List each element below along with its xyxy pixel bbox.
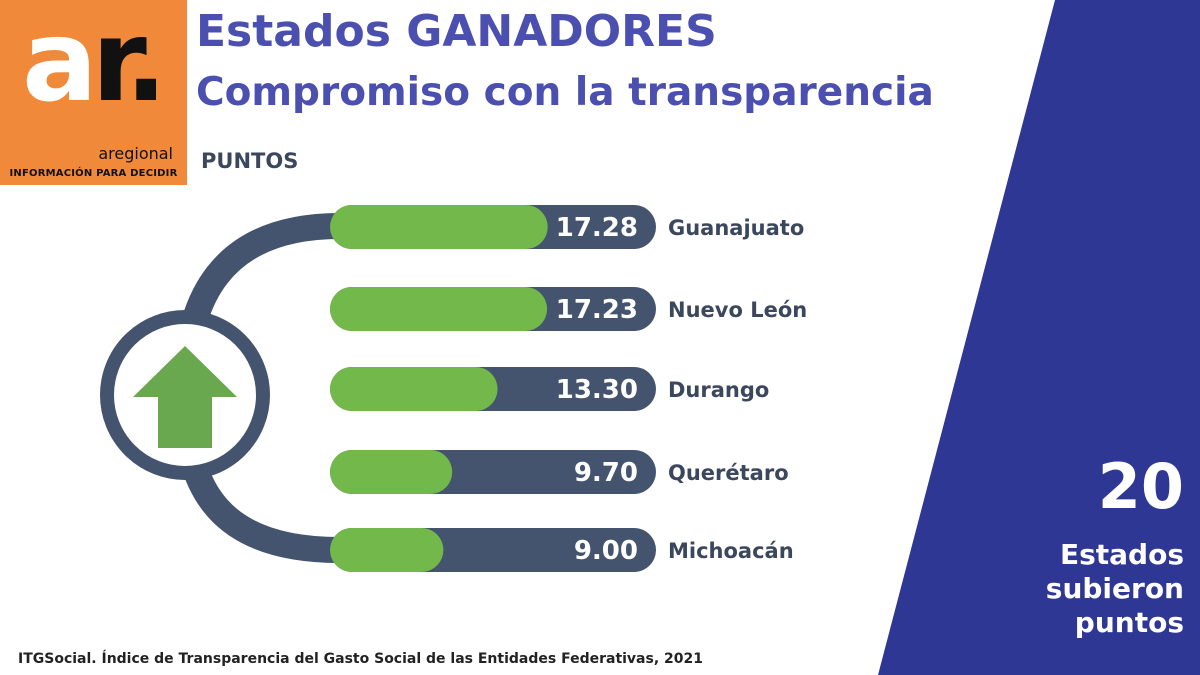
states-caption: Estados subieron puntos — [1045, 538, 1184, 639]
data-label: 9.70 — [574, 458, 638, 488]
up-arrow-icon — [133, 346, 237, 448]
logo-tagline: INFORMACIÓN PARA DECIDIR — [0, 163, 187, 185]
category-label: Querétaro — [668, 461, 789, 485]
logo-brand-name: aregional — [98, 144, 173, 163]
data-label: 9.00 — [574, 536, 638, 566]
category-label: Michoacán — [668, 539, 794, 563]
logo-mark: ar. — [22, 0, 167, 127]
data-label: 17.23 — [556, 295, 638, 325]
page-subtitle: Compromiso con la transparencia — [196, 70, 934, 115]
source-note: ITGSocial. Índice de Transparencia del G… — [18, 651, 703, 667]
data-label: 17.28 — [556, 213, 638, 243]
category-label: Guanajuato — [668, 216, 804, 240]
bars-group: 17.28 Guanajuato 17.23 Nuevo León 13.30 Duran… — [330, 205, 807, 572]
bar — [330, 287, 548, 331]
bar — [330, 205, 548, 249]
bar — [330, 528, 444, 572]
unit-label: PUNTOS — [201, 149, 299, 173]
bar — [330, 450, 453, 494]
category-label: Durango — [668, 378, 769, 402]
data-label: 13.30 — [556, 375, 638, 405]
category-label: Nuevo León — [668, 298, 807, 322]
brand-logo: ar. aregional INFORMACIÓN PARA DECIDIR — [0, 0, 187, 185]
bar — [330, 367, 498, 411]
states-count: 20 — [1097, 450, 1184, 523]
side-panel-background — [878, 0, 1200, 675]
page-title: Estados GANADORES — [196, 6, 717, 57]
